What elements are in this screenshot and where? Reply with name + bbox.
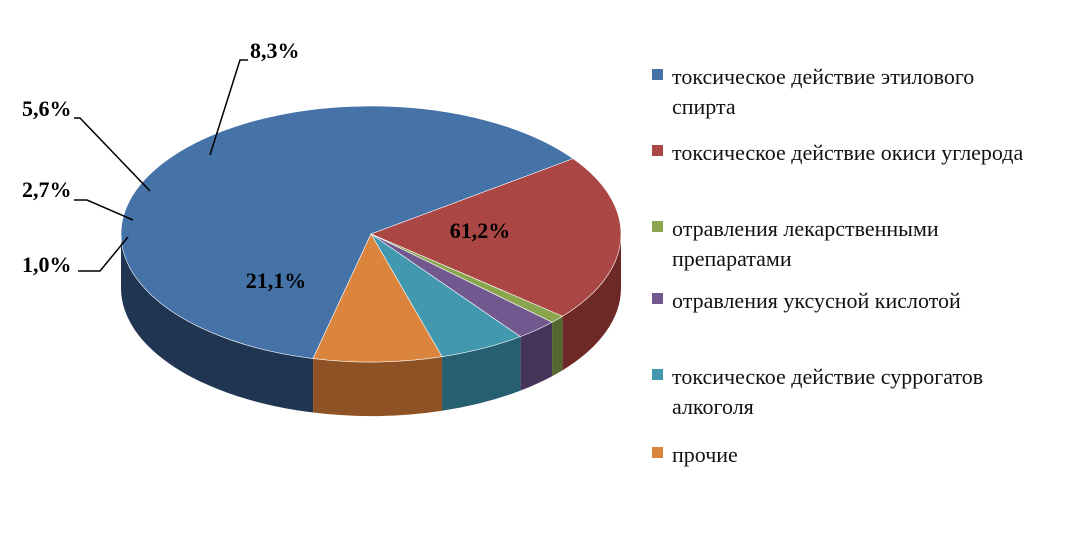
legend-swatch-0 [652,69,663,80]
legend-item-3: отравления уксусной кислотой [652,286,1071,316]
slice-0 [120,105,574,359]
leader-lines [74,59,248,272]
slice-side-2 [552,316,563,377]
legend-item-1: токсическое действие окиси углерода [652,138,1032,168]
legend-swatch-1 [652,145,663,156]
data-label-0: 61,2% [450,218,511,243]
legend-item-2: отравления лекарственными препаратами [652,214,1032,274]
data-labels: 61,2% 21,1% 1,0% 2,7% 5,6% 8,3% [22,38,510,293]
legend-label-0: токсическое действие этилового спирта [672,64,975,119]
pie-sides [121,234,621,416]
data-label-3: 2,7% [22,177,72,202]
slice-1 [370,158,622,317]
slice-side-1 [562,234,621,371]
slice-5 [312,233,443,363]
legend-label-3: отравления уксусной кислотой [672,288,961,313]
legend-swatch-4 [652,369,663,380]
leader-line-4 [74,117,151,192]
legend-label-4: токсическое действие суррогатов алкоголя [672,364,984,419]
data-label-5: 8,3% [250,38,300,63]
leader-line-5 [209,59,248,156]
legend-label-1: токсическое действие окиси углерода [672,140,1024,165]
data-label-4: 5,6% [22,96,72,121]
leader-line-2 [78,236,129,272]
legend-item-5: прочие [652,440,1032,470]
legend-swatch-3 [652,293,663,304]
leader-line-3 [74,199,134,221]
pie-slices [120,105,622,363]
slice-side-3 [520,322,553,391]
slice-side-4 [442,336,521,411]
legend-swatch-2 [652,221,663,232]
data-label-2: 1,0% [22,252,72,277]
legend-label-5: прочие [672,442,738,467]
legend-label-2: отравления лекарственными препаратами [672,216,939,271]
slice-side-5 [313,356,443,416]
legend-item-4: токсическое действие суррогатов алкоголя [652,362,1032,422]
legend-swatch-5 [652,447,663,458]
legend-item-0: токсическое действие этилового спирта [652,62,1032,122]
slice-side-0 [121,234,314,413]
data-label-1: 21,1% [246,268,307,293]
